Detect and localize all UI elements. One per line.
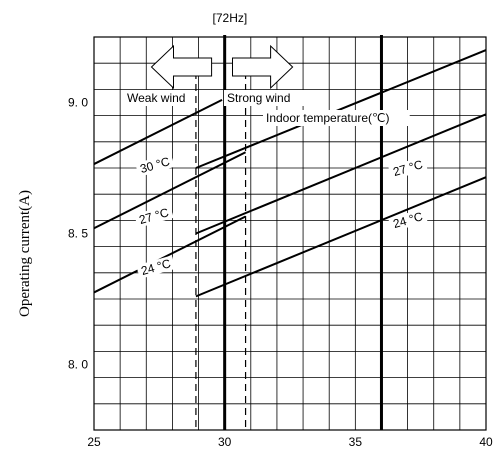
indoor-temp-label: Indoor temperature(℃) [266, 111, 390, 125]
weak-wind-label-backing [124, 90, 191, 106]
label-backing [134, 204, 174, 228]
indoor-temp-label-backing [263, 110, 410, 126]
label-backing [388, 156, 428, 180]
x-tick-label: 40 [479, 435, 493, 449]
series-lines [93, 49, 487, 298]
series-label-27-left: 27 °C [134, 204, 174, 228]
y-tick-label: 8. 5 [68, 227, 88, 241]
chart-title: [72Hz] [213, 11, 248, 25]
strong-wind-label: Strong wind [227, 91, 290, 105]
series-line [195, 113, 487, 235]
x-tick-label: 25 [87, 435, 101, 449]
strong-wind-arrow [232, 44, 294, 90]
label-backing [135, 153, 175, 177]
series-line [195, 49, 487, 169]
series-label: 24 °C [391, 209, 424, 231]
annotation-labels: 30 °C 27 °C 24 °C 27 °C 24 °C Weak wind Strong… [124, 90, 428, 279]
wind-arrows [150, 44, 294, 90]
series-line [93, 215, 247, 294]
series-label: 24 °C [139, 256, 172, 278]
series-label: 27 °C [137, 205, 170, 227]
plot-frame [93, 36, 487, 431]
y-tick-label: 9. 0 [68, 96, 88, 110]
x-tick-label: 30 [218, 435, 232, 449]
series-line [195, 176, 487, 298]
series-line [93, 151, 247, 230]
series-label-30-left: 30 °C [135, 153, 175, 177]
label-backing [136, 255, 176, 279]
series-line [93, 98, 223, 165]
y-tick-label: 8. 0 [68, 358, 88, 372]
strong-wind-label-backing [224, 90, 304, 106]
series-label-24-left: 24 °C [136, 255, 176, 279]
tick-labels: 25 30 35 40 8. 0 8. 5 9. 0 [68, 96, 493, 450]
weak-wind-label: Weak wind [127, 91, 185, 105]
weak-wind-arrow [150, 44, 213, 90]
x-tick-label: 35 [349, 435, 363, 449]
label-backing [388, 208, 428, 232]
series-label: 27 °C [391, 157, 424, 179]
y-axis-label: Operating current(A) [17, 190, 33, 317]
series-label: 30 °C [138, 154, 171, 176]
